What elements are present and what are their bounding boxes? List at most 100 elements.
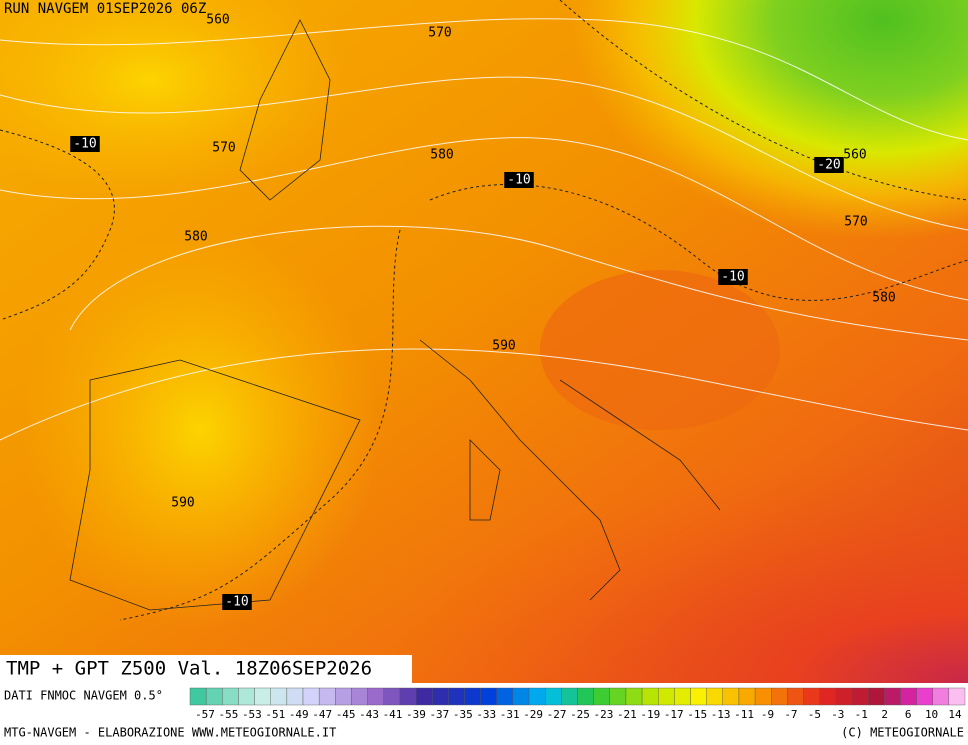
colorbar-swatch — [286, 687, 304, 706]
colorbar-swatch — [383, 687, 401, 706]
colorbar-swatch — [431, 687, 449, 706]
title-box — [0, 655, 412, 683]
colorbar-label: -41 — [383, 708, 403, 721]
colorbar-label: -3 — [831, 708, 844, 721]
isotherm-contours — [0, 0, 968, 621]
colorbar-swatch — [803, 687, 820, 706]
isotherm-label: -20 — [817, 158, 840, 173]
colorbar-swatch — [916, 687, 933, 706]
footer-left: MTG-NAVGEM - ELABORAZIONE WWW.METEOGIORN… — [4, 726, 336, 740]
colorbar-swatch — [545, 687, 562, 706]
colorbar-label: -39 — [406, 708, 426, 721]
colorbar-label: -7 — [784, 708, 797, 721]
colorbar-swatch — [706, 687, 724, 706]
colorbar-label: -33 — [476, 708, 496, 721]
colorbar-swatch — [238, 687, 255, 706]
colorbar-swatch — [625, 687, 643, 706]
colorbar-swatch — [932, 687, 950, 706]
colorbar-swatch — [658, 687, 675, 706]
colorbar-swatch — [318, 687, 336, 706]
colorbar-swatch — [496, 687, 514, 706]
colorbar-swatch — [609, 687, 627, 706]
contour-label-bg — [222, 594, 252, 610]
geopotential-label: 590 — [171, 496, 194, 511]
geopotential-label: 590 — [492, 339, 515, 354]
contour-label-bg — [70, 136, 100, 152]
geopotential-label: 580 — [872, 291, 895, 306]
footer-right: (C) METEOGIORNALE — [841, 726, 964, 740]
isotherm-label: -10 — [225, 595, 248, 610]
colorbar-swatch — [302, 687, 320, 706]
colorbar-label: -17 — [664, 708, 684, 721]
isotherm-label: -10 — [507, 173, 530, 188]
contour-label-bg — [718, 269, 748, 285]
colorbar-swatch — [335, 687, 352, 706]
colorbar-label: -21 — [617, 708, 637, 721]
colorbar-label: -9 — [761, 708, 774, 721]
colorbar-swatch — [722, 687, 740, 706]
geopotential-label: 580 — [184, 230, 207, 245]
colorbar-swatch — [900, 687, 917, 706]
colorbar-label: -45 — [336, 708, 356, 721]
colorbar-label: -19 — [640, 708, 660, 721]
geopotential-label: 560 — [206, 13, 229, 28]
colorbar-label: -35 — [453, 708, 473, 721]
colorbar-swatch — [948, 687, 966, 706]
colorbar-swatch — [884, 687, 901, 706]
geopotential-label: 560 — [843, 148, 866, 163]
colorbar-swatch — [254, 687, 271, 706]
colorbar-label: -37 — [429, 708, 449, 721]
coastlines — [69, 19, 721, 611]
colorbar-swatch — [819, 687, 837, 706]
colorbar-swatch — [754, 687, 772, 706]
geopotential-contours — [0, 18, 968, 441]
geopotential-label: 570 — [844, 215, 867, 230]
colorbar-swatch — [771, 687, 788, 706]
run-header: RUN NAVGEM 01SEP2026 06Z — [4, 1, 206, 17]
colorbar-label: 6 — [905, 708, 912, 721]
isotherm-label: -10 — [73, 137, 96, 152]
colorbar-label: 10 — [925, 708, 938, 721]
colorbar-label: -13 — [711, 708, 731, 721]
colorbar-label: -47 — [312, 708, 332, 721]
geopotential-label: 580 — [430, 148, 453, 163]
colorbar-label: -1 — [855, 708, 868, 721]
colorbar-label: -5 — [808, 708, 821, 721]
colorbar-swatch — [561, 687, 578, 706]
colorbar-swatch — [270, 687, 288, 706]
colorbar-swatch — [641, 687, 659, 706]
colorbar-swatch — [399, 687, 417, 706]
colorbar-swatch — [690, 687, 707, 706]
colorbar-swatch — [415, 687, 433, 706]
geopotential-label: 570 — [212, 141, 235, 156]
colorbar-label: -53 — [242, 708, 262, 721]
colorbar-swatch — [851, 687, 869, 706]
colorbar-label: -43 — [359, 708, 379, 721]
colorbar-swatch — [351, 687, 368, 706]
colorbar-swatch — [222, 687, 239, 706]
colorbar-label: -29 — [523, 708, 543, 721]
colorbar-swatch — [480, 687, 497, 706]
colorbar-swatch — [787, 687, 804, 706]
colorbar-swatch — [738, 687, 756, 706]
colorbar-label: -55 — [219, 708, 239, 721]
colorbar-swatch — [512, 687, 530, 706]
colorbar-label: -57 — [195, 708, 215, 721]
colorbar-label: -25 — [570, 708, 590, 721]
colorbar-label: -23 — [594, 708, 614, 721]
colorbar-label: -49 — [289, 708, 309, 721]
contour-label-bg — [814, 157, 844, 173]
colorbar-label: -51 — [265, 708, 285, 721]
colorbar-swatch — [448, 687, 465, 706]
colorbar-swatch — [867, 687, 885, 706]
contour-label-bg — [504, 172, 534, 188]
colorbar-label: -11 — [734, 708, 754, 721]
map-field — [0, 0, 968, 683]
data-source: DATI FNMOC NAVGEM 0.5° — [4, 689, 163, 703]
colorbar-label: 14 — [948, 708, 962, 721]
colorbar-swatch — [464, 687, 481, 706]
colorbar-swatch — [577, 687, 594, 706]
colorbar-swatch — [674, 687, 691, 706]
